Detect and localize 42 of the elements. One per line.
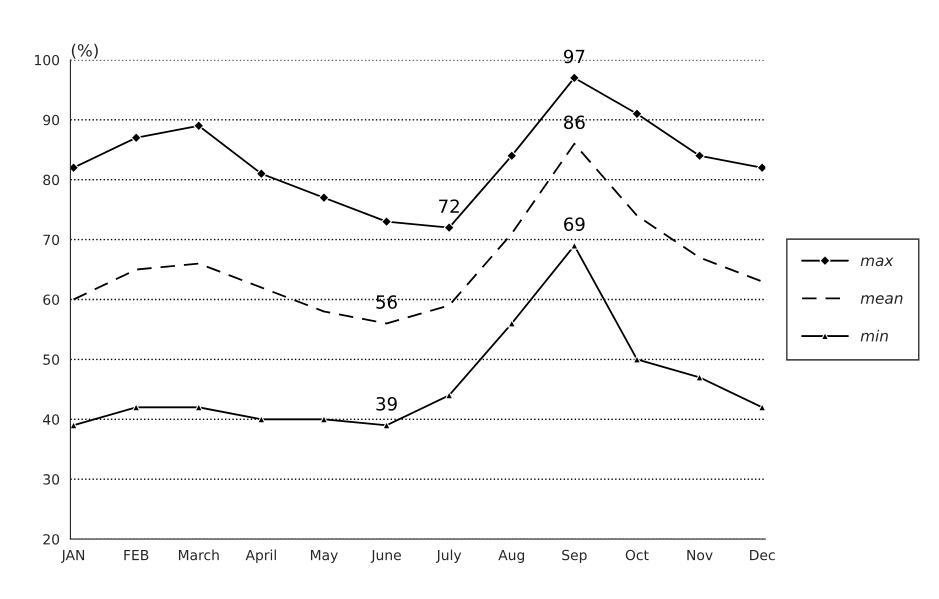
legend-label: min — [860, 330, 888, 342]
x-tick-label: FEB — [124, 550, 148, 560]
point — [632, 108, 642, 120]
x-tick-label: March — [178, 550, 219, 560]
x-tick-label: Aug — [498, 550, 524, 563]
y-tick-label: 50 — [43, 354, 60, 365]
y-tick-label: 60 — [43, 294, 60, 305]
y-tick-label: 70 — [43, 234, 60, 246]
x-tick-label: Oct — [626, 550, 649, 560]
point — [130, 132, 142, 144]
x-tick-label: June — [370, 550, 401, 563]
y-tick-label: 80 — [43, 174, 60, 186]
y-tick-label: 30 — [43, 474, 60, 485]
point — [381, 216, 392, 228]
line-series — [72, 142, 764, 324]
y-axis-title: (%) — [72, 44, 98, 59]
x-tick-label: Nov — [687, 550, 713, 560]
x-tick-label: Dec — [750, 550, 775, 560]
x-tick-label: May — [310, 550, 338, 563]
y-tick-label: 40 — [43, 414, 60, 425]
point — [256, 168, 267, 180]
data-label: 86 — [564, 115, 585, 130]
y-tick-label: 20 — [43, 534, 60, 545]
y-tick-label: 90 — [43, 114, 60, 126]
x-tick-label: July — [436, 550, 462, 563]
legend-label: max — [860, 257, 894, 266]
point — [444, 222, 455, 234]
point — [568, 72, 580, 84]
data-label: 69 — [564, 217, 585, 231]
data-label: 97 — [564, 50, 584, 64]
data-label: 56 — [376, 295, 397, 309]
point — [318, 192, 330, 204]
y-tick-label: 100 — [35, 54, 60, 66]
data-label: 72 — [439, 199, 459, 213]
legend-label: mean — [860, 295, 902, 304]
point — [506, 150, 518, 162]
x-tick-label: JAN — [60, 550, 84, 563]
point — [694, 150, 705, 162]
x-tick-label: April — [246, 550, 276, 563]
x-tick-label: Sep — [562, 550, 587, 563]
point — [193, 120, 204, 132]
data-label: 39 — [376, 397, 397, 411]
